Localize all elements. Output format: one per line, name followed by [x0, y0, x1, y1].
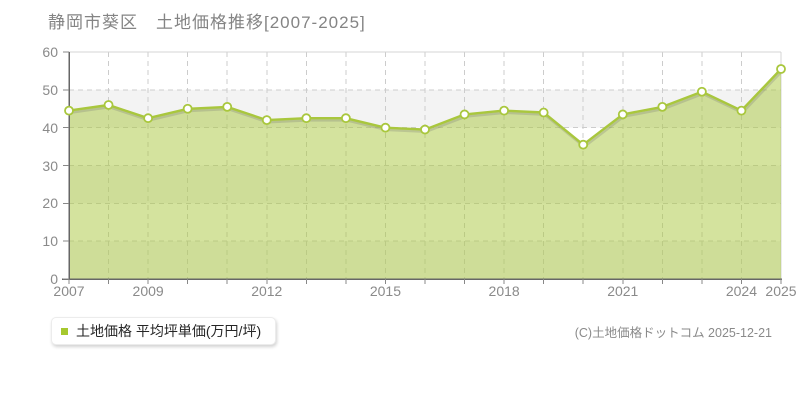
y-tick-label: 0 [50, 271, 58, 287]
area-fill [69, 69, 781, 279]
data-point-marker[interactable] [459, 109, 470, 120]
page-title: 静岡市葵区 土地価格推移[2007-2025] [48, 13, 366, 32]
x-tick-label: 2012 [251, 283, 283, 299]
legend-series-swatch [61, 327, 68, 335]
data-point-marker[interactable] [578, 139, 589, 150]
data-point-marker[interactable] [499, 105, 510, 116]
land-price-area-chart [62, 51, 786, 284]
x-tick-label: 2021 [607, 283, 639, 299]
data-point-marker[interactable] [696, 86, 707, 97]
data-point-marker[interactable] [261, 115, 272, 125]
x-tick-label: 2015 [369, 283, 402, 299]
data-point-marker[interactable] [182, 103, 193, 114]
data-point-marker[interactable] [776, 64, 786, 74]
copyright-text: (C)土地価格ドットコム 2025-12-21 [574, 326, 772, 340]
y-tick-label: 60 [42, 44, 58, 60]
data-point-marker[interactable] [103, 100, 114, 110]
data-point-marker[interactable] [380, 122, 391, 133]
data-point-marker[interactable] [736, 105, 747, 116]
data-point-marker[interactable] [64, 105, 74, 116]
data-point-marker[interactable] [420, 124, 430, 135]
y-tick-label: 50 [42, 81, 58, 98]
data-point-marker[interactable] [222, 101, 233, 112]
y-tick-label: 40 [42, 119, 58, 136]
y-tick-label: 10 [42, 233, 58, 250]
x-tick-label: 2024 [725, 283, 758, 299]
x-tick-label: 2025 [765, 283, 797, 299]
data-point-marker[interactable] [538, 107, 549, 118]
x-tick-label: 2007 [53, 283, 85, 299]
legend: 土地価格 平均坪単価(万円/坪) [51, 317, 277, 345]
data-point-marker[interactable] [617, 109, 628, 120]
data-point-marker[interactable] [143, 113, 154, 124]
data-point-marker[interactable] [657, 101, 668, 112]
y-tick-label: 30 [42, 157, 58, 174]
y-tick-label: 20 [42, 195, 58, 212]
x-tick-label: 2018 [488, 283, 520, 299]
data-point-marker[interactable] [301, 113, 312, 124]
x-tick-label: 2009 [132, 283, 164, 299]
data-point-marker[interactable] [340, 113, 351, 124]
legend-series-label: 土地価格 平均坪単価(万円/坪) [76, 323, 262, 339]
